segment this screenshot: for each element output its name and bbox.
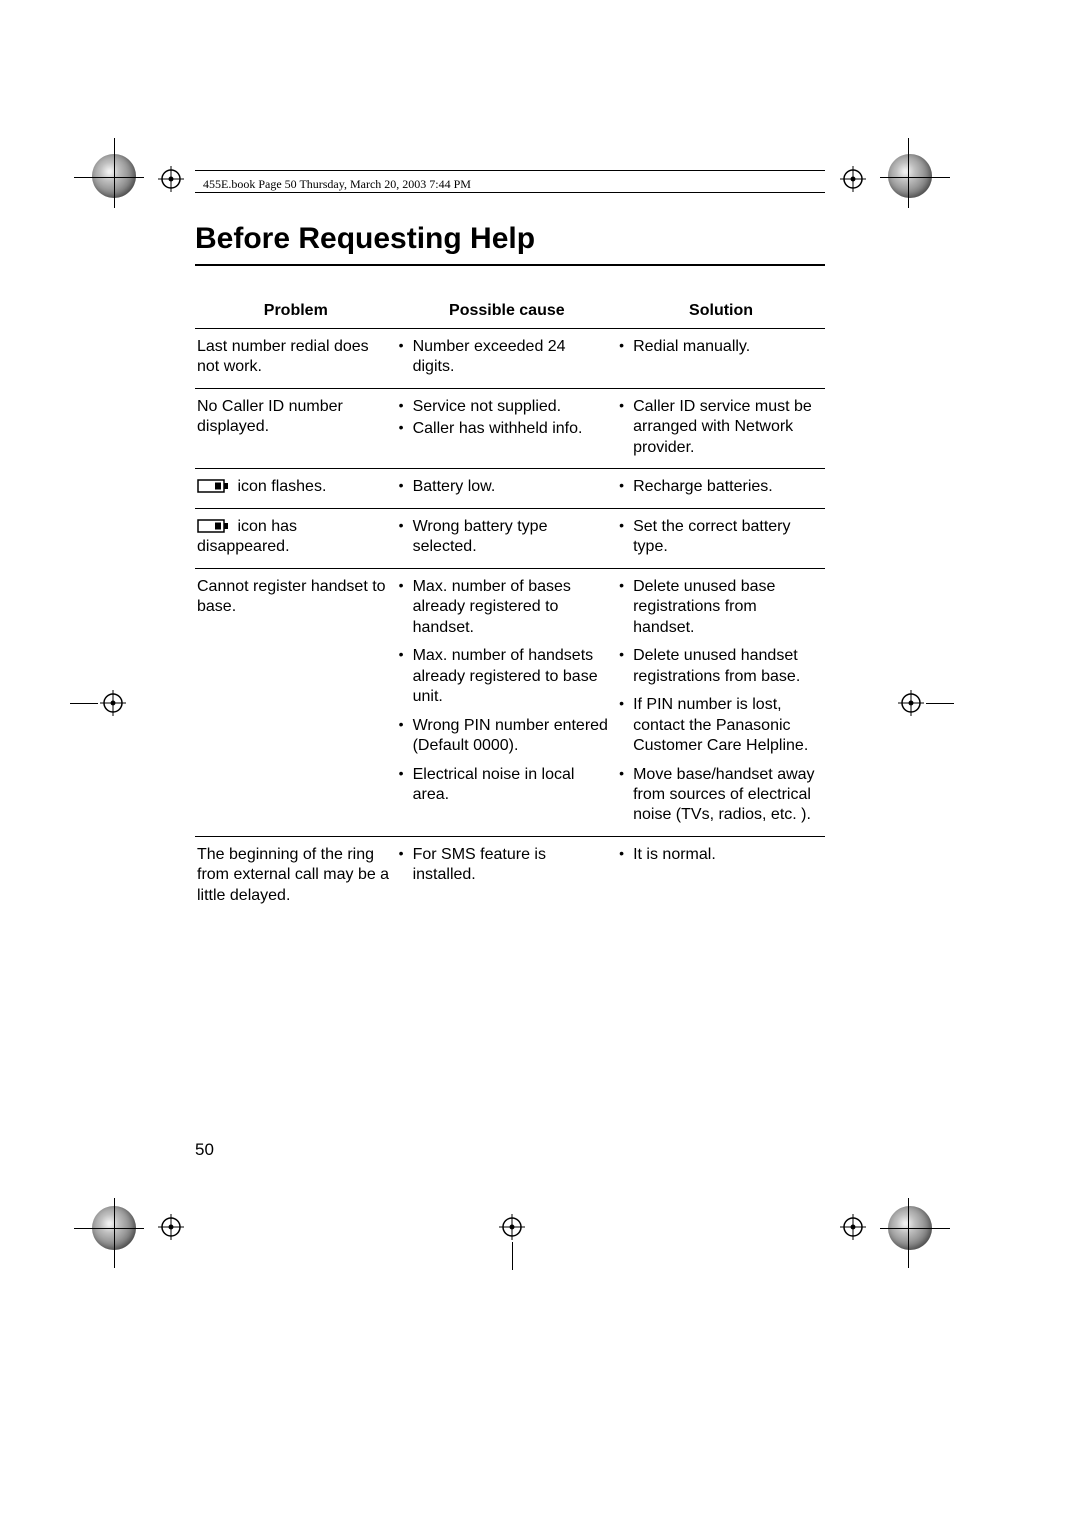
cell-problem: The beginning of the ring from external …: [195, 836, 397, 914]
crop-line: [114, 1198, 115, 1268]
page-title: Before Requesting Help: [195, 222, 825, 256]
cause-item: Service not supplied.: [399, 397, 612, 417]
registration-crosshair-icon: [100, 690, 126, 716]
cause-item: For SMS feature is installed.: [399, 845, 612, 886]
cell-cause: Max. number of bases already registered …: [397, 568, 618, 836]
cause-item: Wrong battery type selected.: [399, 517, 612, 558]
crop-line: [908, 138, 909, 208]
registration-crosshair-icon: [840, 166, 866, 192]
solution-item: Recharge batteries.: [619, 477, 819, 497]
page-number: 50: [195, 1140, 214, 1160]
cell-cause: For SMS feature is installed.: [397, 836, 618, 914]
cause-item: Max. number of bases already registered …: [399, 577, 612, 638]
solution-item: Redial manually.: [619, 337, 819, 357]
troubleshooting-table: Problem Possible cause Solution Last num…: [195, 296, 825, 914]
crop-line: [512, 1242, 513, 1270]
cell-problem: icon flashes.: [195, 469, 397, 508]
table-header-row: Problem Possible cause Solution: [195, 296, 825, 329]
crop-line: [908, 1198, 909, 1268]
cause-item: Max. number of handsets already register…: [399, 646, 612, 707]
cell-solution: Delete unused base registrations from ha…: [617, 568, 825, 836]
cell-solution: Recharge batteries.: [617, 469, 825, 508]
battery-icon: [197, 479, 229, 493]
cell-solution: Caller ID service must be arranged with …: [617, 388, 825, 468]
table-row: icon flashes. Battery low. Recharge batt…: [195, 469, 825, 508]
cell-solution: It is normal.: [617, 836, 825, 914]
table-row: icon has disappeared. Wrong battery type…: [195, 508, 825, 568]
solution-item: It is normal.: [619, 845, 819, 865]
registration-crosshair-icon: [898, 690, 924, 716]
solution-item: Set the correct battery type.: [619, 517, 819, 558]
solution-item: Delete unused base registrations from ha…: [619, 577, 819, 638]
registration-crosshair-icon: [158, 1214, 184, 1240]
table-row: Last number redial does not work. Number…: [195, 329, 825, 389]
cell-cause: Wrong battery type selected.: [397, 508, 618, 568]
solution-item: If PIN number is lost, contact the Panas…: [619, 695, 819, 756]
crop-corner-ball: [888, 154, 932, 198]
table-row: No Caller ID number displayed. Service n…: [195, 388, 825, 468]
header-rule: [195, 170, 825, 171]
crop-line: [926, 703, 954, 704]
crop-line: [880, 1228, 950, 1229]
battery-icon: [197, 519, 229, 533]
cell-cause: Number exceeded 24 digits.: [397, 329, 618, 389]
registration-crosshair-icon: [840, 1214, 866, 1240]
cause-item: Electrical noise in local area.: [399, 765, 612, 806]
registration-crosshair-icon: [499, 1214, 525, 1240]
crop-line: [70, 703, 98, 704]
cell-problem-text: icon flashes.: [233, 478, 326, 495]
cell-cause: Battery low.: [397, 469, 618, 508]
cell-problem: Last number redial does not work.: [195, 329, 397, 389]
col-header-solution: Solution: [617, 296, 825, 329]
cell-problem: No Caller ID number displayed.: [195, 388, 397, 468]
cell-solution: Redial manually.: [617, 329, 825, 389]
cause-item: Wrong PIN number entered (Default 0000).: [399, 716, 612, 757]
cause-item: Battery low.: [399, 477, 612, 497]
table-row: The beginning of the ring from external …: [195, 836, 825, 914]
cell-solution: Set the correct battery type.: [617, 508, 825, 568]
crop-line: [74, 177, 144, 178]
col-header-problem: Problem: [195, 296, 397, 329]
registration-crosshair-icon: [158, 166, 184, 192]
cell-problem: Cannot register handset to base.: [195, 568, 397, 836]
cause-item: Caller has withheld info.: [399, 419, 612, 439]
title-rule: [195, 264, 825, 266]
crop-line: [114, 138, 115, 208]
page-content: Before Requesting Help Problem Possible …: [195, 222, 825, 914]
table-row: Cannot register handset to base. Max. nu…: [195, 568, 825, 836]
header-file-note: 455E.book Page 50 Thursday, March 20, 20…: [203, 177, 471, 192]
solution-item: Delete unused handset registrations from…: [619, 646, 819, 687]
solution-item: Move base/handset away from sources of e…: [619, 765, 819, 826]
cell-problem: icon has disappeared.: [195, 508, 397, 568]
header-rule: [195, 192, 825, 193]
crop-line: [74, 1228, 144, 1229]
solution-item: Caller ID service must be arranged with …: [619, 397, 819, 458]
cause-item: Number exceeded 24 digits.: [399, 337, 612, 378]
crop-line: [880, 177, 950, 178]
col-header-cause: Possible cause: [397, 296, 618, 329]
cell-cause: Service not supplied. Caller has withhel…: [397, 388, 618, 468]
